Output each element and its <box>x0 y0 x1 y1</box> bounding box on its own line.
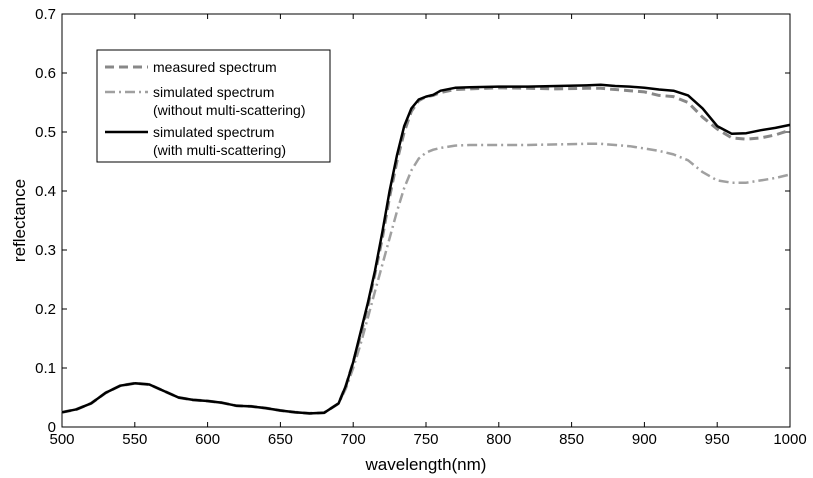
y-tick-label: 0.1 <box>35 360 56 377</box>
x-tick-label: 650 <box>268 431 293 448</box>
x-tick-label: 850 <box>559 431 584 448</box>
x-tick-label: 550 <box>122 431 147 448</box>
y-tick-label: 0.5 <box>35 124 56 141</box>
legend-label: simulated spectrum <box>153 84 274 100</box>
legend-entry-2: simulated spectrum (without multi-scatter… <box>105 84 306 118</box>
y-tick-label: 0.6 <box>35 65 56 82</box>
x-tick-label: 600 <box>195 431 220 448</box>
legend: measured spectrum simulated spectrum (with… <box>96 49 331 163</box>
legend-entry-1: measured spectrum <box>105 59 277 75</box>
series-lines <box>61 83 791 415</box>
x-axis-label: wavelength(nm) <box>365 455 487 474</box>
x-tick-label: 700 <box>341 431 366 448</box>
x-tick-label: 800 <box>486 431 511 448</box>
legend-label: measured spectrum <box>153 59 277 75</box>
y-tick-label: 0.3 <box>35 242 56 259</box>
series-line-3 <box>61 83 791 415</box>
y-tick-label: 0 <box>48 419 56 436</box>
series-line-2 <box>61 142 791 415</box>
y-tick-label: 0.4 <box>35 183 56 200</box>
x-tick-label: 900 <box>632 431 657 448</box>
x-tick-label: 750 <box>413 431 438 448</box>
legend-label: simulated spectrum <box>153 124 274 140</box>
y-axis: 0 0.1 0.2 0.3 0.4 0.5 0.6 0.7 <box>35 6 790 436</box>
legend-entry-3: simulated spectrum (with multi-scattering… <box>105 124 286 158</box>
x-tick-label: 950 <box>705 431 730 448</box>
legend-box <box>96 49 331 163</box>
x-axis: 500 550 600 650 700 750 800 850 900 950 1000 <box>49 14 807 448</box>
x-tick-label: 500 <box>49 431 74 448</box>
y-axis-label: reflectance <box>10 179 29 262</box>
x-tick-label: 1000 <box>773 431 806 448</box>
legend-label: (with multi-scattering) <box>153 142 286 158</box>
y-tick-label: 0.2 <box>35 301 56 318</box>
legend-label: (without multi-scattering) <box>153 102 306 118</box>
y-tick-label: 0.7 <box>35 6 56 23</box>
